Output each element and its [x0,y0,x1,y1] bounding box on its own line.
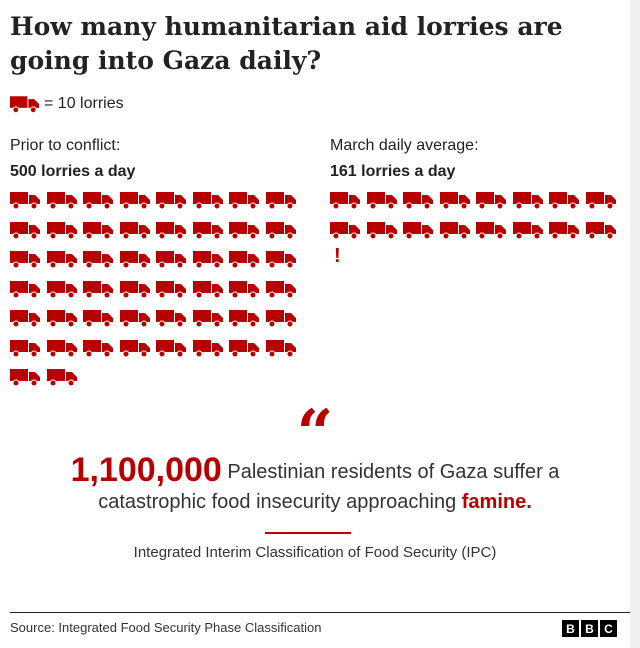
partial-lorry-mark: ! [334,245,341,267]
lorry-icon [156,339,186,357]
lorry-icon [83,310,113,328]
lorry-icon [10,96,40,114]
quote-attribution: Integrated Interim Classification of Foo… [133,544,497,561]
lorry-icon [265,310,296,328]
footer-rule [10,612,630,613]
lorry-icon [83,280,113,298]
lorry-icon [439,221,470,239]
march-column: March daily average: 161 lorries a day ! [330,136,625,267]
lorry-icon [10,251,40,269]
lorry-icon [10,192,40,210]
lorry-icon [46,339,77,357]
lorry-icon [229,192,259,210]
lorry-icon [192,280,223,298]
quote-mark-icon: “ [296,396,334,471]
lorry-icon [229,221,259,239]
lorry-icon [366,221,397,239]
source-note: Source: Integrated Food Security Phase C… [10,620,322,635]
lorry-icon [265,192,296,210]
bbc-logo-letter: B [581,620,598,637]
lorry-icon [476,221,506,239]
lorry-icon [10,280,40,298]
bbc-logo: B B C [562,620,617,637]
lorry-icon [229,339,259,357]
lorry-icon [512,192,543,210]
lorry-icon [83,192,113,210]
lorry-icon [585,221,616,239]
lorry-icon [119,192,150,210]
lorry-icon [585,192,616,210]
lorry-icon [192,221,223,239]
lorry-icon [192,339,223,357]
lorry-icon [476,192,506,210]
quote: 1,100,000 Palestinian residents of Gaza … [20,453,610,517]
lorry-icon [439,192,470,210]
lorry-icon [10,369,40,387]
lorry-icon [119,339,150,357]
march-value: 161 lorries a day [330,163,456,180]
lorry-icon [10,339,40,357]
lorry-icon [156,251,186,269]
lorry-icon [330,192,360,210]
lorry-icon [156,192,186,210]
lorry-icon [119,221,150,239]
lorry-icon [366,192,397,210]
prior-label: Prior to conflict: [10,137,121,154]
lorry-icon [83,339,113,357]
prior-value: 500 lorries a day [10,163,136,180]
lorry-icon [119,310,150,328]
lorry-icon [46,369,77,387]
lorry-icon [403,192,433,210]
lorry-icon [46,221,77,239]
lorry-icon [229,251,259,269]
lorry-icon [156,221,186,239]
lorry-icon [549,192,579,210]
legend-label: = 10 lorries [44,95,124,112]
lorry-icon [229,310,259,328]
quote-divider [265,532,351,534]
lorry-icon [192,251,223,269]
lorry-icon [46,192,77,210]
lorry-icon [10,221,40,239]
lorry-icon [403,221,433,239]
quote-number: 1,100,000 [70,451,222,489]
lorry-icon [83,221,113,239]
lorry-icon [229,280,259,298]
lorry-icon [119,251,150,269]
lorry-icon [265,221,296,239]
lorry-icon [83,251,113,269]
lorry-icon [156,280,186,298]
lorry-icon [119,280,150,298]
lorry-icon [46,251,77,269]
lorry-icon [512,221,543,239]
lorry-icon [549,221,579,239]
lorry-icon [156,310,186,328]
lorry-icon [265,339,296,357]
lorry-icon [10,310,40,328]
bbc-logo-letter: B [562,620,579,637]
lorry-icon [46,310,77,328]
lorry-icon [265,251,296,269]
quote-end: . [526,491,532,513]
lorry-icon [192,310,223,328]
legend: = 10 lorries [10,93,124,115]
quote-text: Palestinian residents of Gaza suffer a c… [98,461,560,513]
march-label: March daily average: [330,137,479,154]
chart-title: How many humanitarian aid lorries are go… [10,12,563,75]
bbc-logo-letter: C [600,620,617,637]
quote-highlight: famine [461,491,527,513]
lorry-icon [265,280,296,298]
lorry-icon [192,192,223,210]
lorry-icon [330,221,360,239]
prior-column: Prior to conflict: 500 lorries a day [10,136,310,387]
lorry-icon [46,280,77,298]
